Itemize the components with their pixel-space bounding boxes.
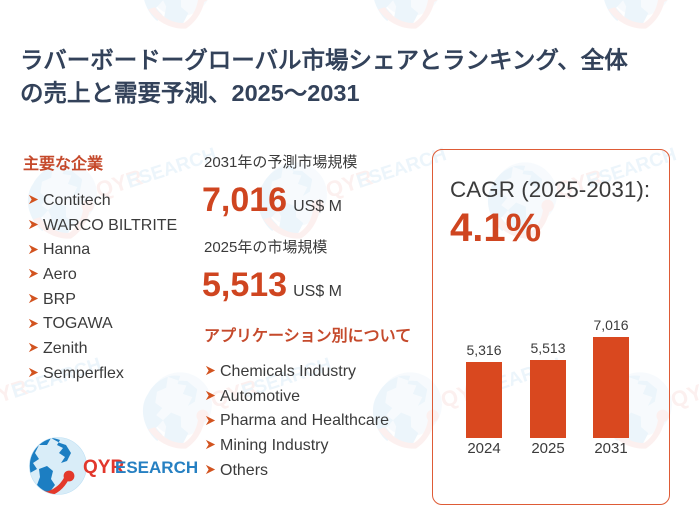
- svg-text:ESEARCH: ESEARCH: [115, 458, 198, 477]
